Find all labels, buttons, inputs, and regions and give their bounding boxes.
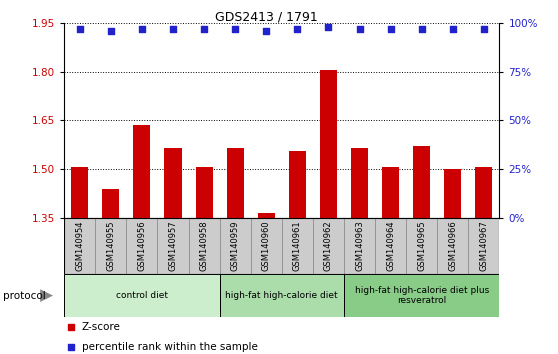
Point (324, 24, 333, 30)
Text: high-fat high-calorie diet plus
resveratrol: high-fat high-calorie diet plus resverat… (354, 286, 489, 305)
Point (355, 26, 364, 32)
Bar (406, 218, 437, 274)
Text: control diet: control diet (116, 291, 168, 300)
Text: Z-score: Z-score (81, 322, 121, 332)
Bar (157, 218, 189, 274)
Text: GSM140958: GSM140958 (200, 221, 209, 271)
Point (230, 26, 239, 32)
Point (107, 28, 116, 34)
Point (75, 26, 84, 32)
Bar (351, 148, 368, 218)
Text: GSM140963: GSM140963 (355, 221, 364, 271)
Text: GSM140964: GSM140964 (386, 221, 395, 271)
Bar (133, 125, 151, 218)
Bar (437, 218, 468, 274)
Text: high-fat high-calorie diet: high-fat high-calorie diet (225, 291, 338, 300)
Bar (289, 151, 306, 218)
Bar (475, 167, 492, 218)
Point (479, 26, 488, 32)
Text: GSM140966: GSM140966 (448, 221, 457, 271)
Bar (375, 218, 406, 274)
Bar (126, 218, 157, 274)
Bar (220, 218, 251, 274)
Text: GSM140965: GSM140965 (417, 221, 426, 271)
Bar (251, 218, 282, 274)
Bar (282, 218, 313, 274)
Bar (313, 218, 344, 274)
Text: GDS2413 / 1791: GDS2413 / 1791 (215, 11, 318, 24)
Text: GSM140954: GSM140954 (75, 221, 84, 271)
Text: GSM140962: GSM140962 (324, 221, 333, 271)
Point (200, 26, 209, 32)
Bar (95, 218, 126, 274)
Bar (227, 148, 244, 218)
Bar (71, 167, 88, 218)
Point (293, 26, 302, 32)
Text: GSM140959: GSM140959 (230, 221, 239, 271)
Point (262, 28, 271, 34)
Bar (195, 167, 213, 218)
Text: GSM140961: GSM140961 (293, 221, 302, 271)
Text: GSM140967: GSM140967 (479, 221, 488, 271)
Bar (344, 218, 375, 274)
Bar (344, 274, 499, 317)
Bar (220, 274, 344, 317)
Polygon shape (40, 289, 53, 302)
Point (169, 26, 177, 32)
Bar (382, 167, 399, 218)
Bar (258, 213, 275, 218)
Text: GSM140957: GSM140957 (169, 221, 177, 271)
Point (66, 344, 75, 350)
Text: GSM140956: GSM140956 (137, 221, 146, 271)
Bar (165, 148, 181, 218)
Text: GSM140955: GSM140955 (107, 221, 116, 271)
Bar (64, 274, 220, 317)
Bar (468, 218, 499, 274)
Bar (444, 169, 461, 218)
Point (448, 26, 457, 32)
Point (386, 26, 395, 32)
Bar (189, 218, 220, 274)
Text: percentile rank within the sample: percentile rank within the sample (81, 342, 257, 352)
Bar (102, 188, 119, 218)
Point (137, 26, 146, 32)
Bar (320, 70, 337, 218)
Bar (64, 218, 95, 274)
Text: protocol: protocol (3, 291, 46, 301)
Text: GSM140960: GSM140960 (262, 221, 271, 271)
Bar (413, 146, 430, 218)
Point (66, 324, 75, 330)
Point (417, 26, 426, 32)
